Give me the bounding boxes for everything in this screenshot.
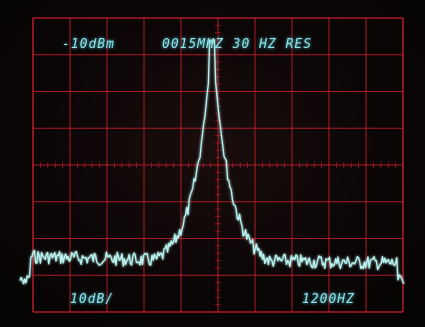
frequency-span-readout: 1200HZ [302,292,355,307]
spectrum-trace [19,39,405,285]
reference-level-readout: -10dBm [62,37,115,52]
center-frequency-readout: 0015MHZ 30 HZ RES [162,37,313,52]
vertical-scale-readout: 10dB/ [70,292,115,307]
graticule-grid [32,17,404,313]
trace-line [19,39,405,285]
